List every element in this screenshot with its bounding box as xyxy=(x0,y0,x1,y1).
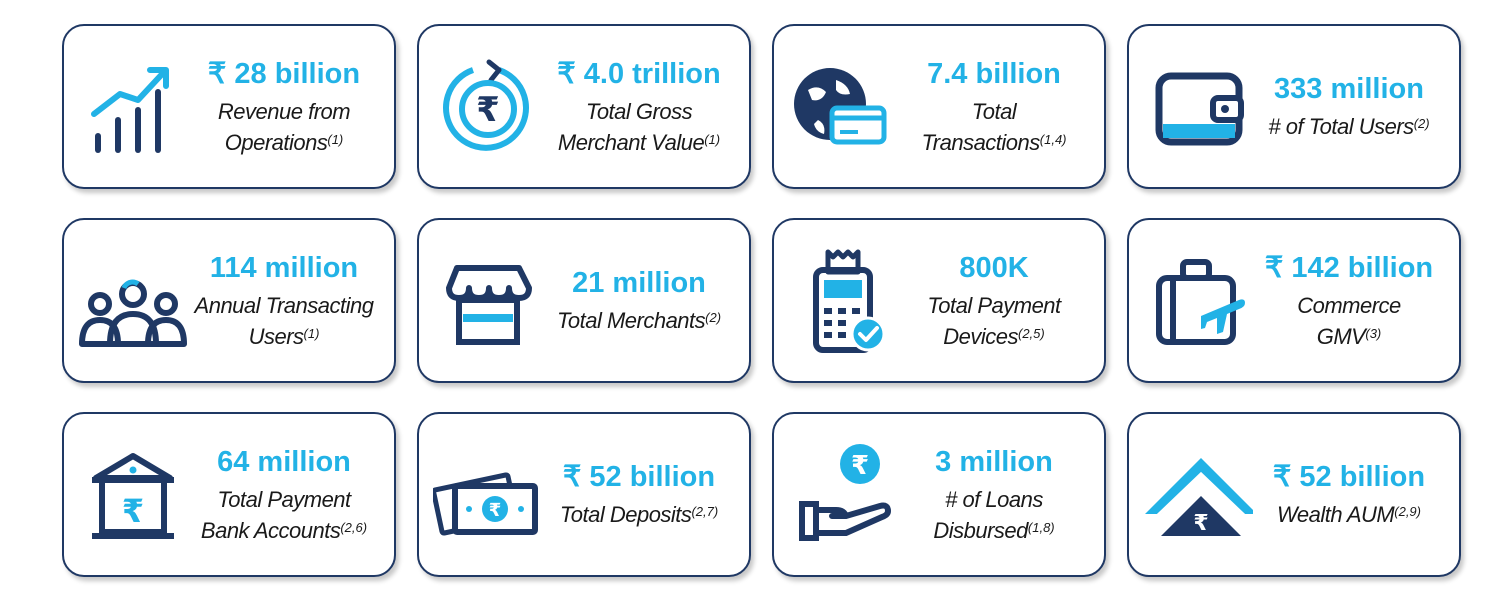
footnote-ref: (2) xyxy=(1413,116,1430,131)
footnote-ref: (1,4) xyxy=(1039,131,1067,147)
footnote-ref: (1) xyxy=(704,131,721,147)
stat-label-line2: Bank Accounts(2,6) xyxy=(200,517,368,543)
stat-value: 64 million xyxy=(217,445,351,478)
svg-text:₹: ₹ xyxy=(476,90,500,130)
stat-value: ₹ 142 billion xyxy=(1264,251,1434,284)
stat-label-line1: Revenue from xyxy=(217,98,351,124)
banknotes-icon: ₹ xyxy=(433,442,543,552)
stat-label-line2: GMV(3) xyxy=(1316,323,1382,349)
footnote-ref: (2) xyxy=(705,310,722,325)
rupee-cycle-icon: ₹ xyxy=(433,54,543,164)
stat-label-line1: # of Loans xyxy=(945,486,1043,512)
stat-card-transactions: 7.4 billion Total Transactions(1,4) xyxy=(772,24,1106,189)
hand-rupee-icon: ₹ xyxy=(788,442,898,552)
footnote-ref: (3) xyxy=(1365,325,1382,341)
stat-text: 64 million Total Payment Bank Accounts(2… xyxy=(180,414,388,575)
stat-value: ₹ 28 billion xyxy=(207,57,361,90)
stat-text: ₹ 28 billion Revenue from Operations(1) xyxy=(180,26,388,187)
stat-card-commerce: ₹ 142 billion Commerce GMV(3) xyxy=(1127,218,1461,383)
stat-card-merchants: 21 million Total Merchants(2) xyxy=(417,218,751,383)
svg-text:₹: ₹ xyxy=(489,500,502,521)
stat-text: ₹ 52 billion Total Deposits(2,7) xyxy=(535,414,743,575)
stat-value: ₹ 52 billion xyxy=(562,461,716,493)
svg-text:₹: ₹ xyxy=(122,492,144,530)
svg-text:₹: ₹ xyxy=(851,451,869,481)
stat-label-line1: Total Merchants(2) xyxy=(556,308,722,333)
stat-label-line1: # of Total Users(2) xyxy=(1268,114,1430,139)
stat-card-loans: ₹ 3 million # of Loans Disbursed(1,8) xyxy=(772,412,1106,577)
wallet-icon xyxy=(1143,54,1253,164)
footnote-ref: (2,5) xyxy=(1018,325,1045,341)
stat-value: 800K xyxy=(959,251,1029,284)
footnote-ref: (2,6) xyxy=(340,519,368,535)
footnote-ref: (2,7) xyxy=(691,504,719,519)
bar-growth-icon xyxy=(78,54,188,164)
users-group-icon xyxy=(78,248,188,358)
stat-label-line1: Total Gross xyxy=(585,98,693,124)
stat-text: ₹ 4.0 trillion Total Gross Merchant Valu… xyxy=(535,26,743,187)
bank-icon: ₹ xyxy=(78,442,188,552)
stat-label-line1: Commerce xyxy=(1297,292,1401,318)
stat-label-line1: Total Deposits(2,7) xyxy=(559,502,719,527)
stat-label-line1: Annual Transacting xyxy=(194,292,374,318)
stat-card-deposits: ₹ ₹ 52 billion Total Deposits(2,7) xyxy=(417,412,751,577)
stat-card-bank-accounts: ₹ 64 million Total Payment Bank Accounts… xyxy=(62,412,396,577)
stat-text: 21 million Total Merchants(2) xyxy=(535,220,743,381)
stat-label-line2: Operations(1) xyxy=(224,129,344,155)
payment-device-icon xyxy=(788,248,898,358)
stat-card-gmv: ₹ ₹ 4.0 trillion Total Gross Merchant Va… xyxy=(417,24,751,189)
stat-label-line2: Users(1) xyxy=(248,323,320,349)
stat-label-line2: Devices(2,5) xyxy=(943,323,1045,349)
stat-card-devices: 800K Total Payment Devices(2,5) xyxy=(772,218,1106,383)
stat-text: ₹ 142 billion Commerce GMV(3) xyxy=(1245,220,1453,381)
stat-label-line1: Total Payment xyxy=(927,292,1061,318)
stat-value: ₹ 52 billion xyxy=(1272,461,1426,493)
stat-card-wealth: ₹ ₹ 52 billion Wealth AUM(2,9) xyxy=(1127,412,1461,577)
stat-label-line2: Disbursed(1,8) xyxy=(933,517,1055,543)
stat-value: ₹ 4.0 trillion xyxy=(557,57,721,90)
stat-text: 333 million # of Total Users(2) xyxy=(1245,26,1453,187)
stat-text: 3 million # of Loans Disbursed(1,8) xyxy=(890,414,1098,575)
svg-text:₹: ₹ xyxy=(1193,511,1208,536)
stat-value: 7.4 billion xyxy=(927,57,1061,90)
stat-value: 114 million xyxy=(209,251,359,284)
stat-text: 7.4 billion Total Transactions(1,4) xyxy=(890,26,1098,187)
stat-label-line2: Transactions(1,4) xyxy=(921,129,1067,155)
footnote-ref: (1) xyxy=(327,131,344,147)
wealth-pyramid-icon: ₹ xyxy=(1143,442,1253,552)
footnote-ref: (1) xyxy=(303,325,320,341)
stat-text: ₹ 52 billion Wealth AUM(2,9) xyxy=(1245,414,1453,575)
stat-text: 114 million Annual Transacting Users(1) xyxy=(180,220,388,381)
stat-label-line1: Total Payment xyxy=(217,486,351,512)
stat-value: 3 million xyxy=(935,445,1053,478)
stat-value: 21 million xyxy=(572,267,706,299)
globe-card-icon xyxy=(788,54,898,164)
stat-text: 800K Total Payment Devices(2,5) xyxy=(890,220,1098,381)
stat-label-line2: Merchant Value(1) xyxy=(557,129,721,155)
footnote-ref: (1,8) xyxy=(1027,519,1055,535)
stat-value: 333 million xyxy=(1274,73,1424,105)
stat-card-transacting-users: 114 million Annual Transacting Users(1) xyxy=(62,218,396,383)
stat-card-revenue: ₹ 28 billion Revenue from Operations(1) xyxy=(62,24,396,189)
stat-label-line1: Total xyxy=(971,98,1017,124)
travel-bag-icon xyxy=(1143,248,1253,358)
footnote-ref: (2,9) xyxy=(1394,504,1421,519)
stat-label-line1: Wealth AUM(2,9) xyxy=(1277,502,1421,527)
storefront-icon xyxy=(433,248,543,358)
stat-card-users: 333 million # of Total Users(2) xyxy=(1127,24,1461,189)
